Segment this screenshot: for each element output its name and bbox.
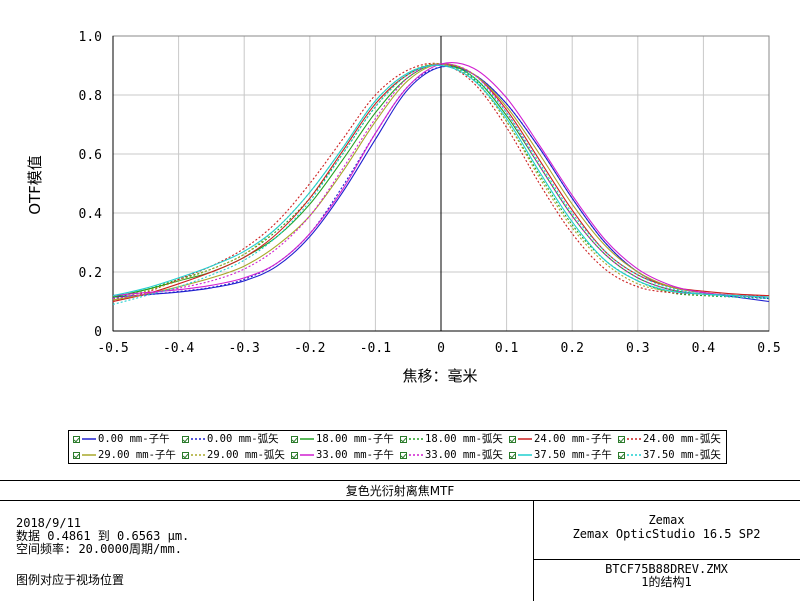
legend-item: 18.00 mm-弧矢 xyxy=(400,431,503,447)
software-info: Zemax Zemax OpticStudio 16.5 SP2 xyxy=(533,513,800,541)
legend-item: 18.00 mm-子午 xyxy=(291,431,394,447)
series-line xyxy=(112,64,770,305)
legend-swatch xyxy=(409,438,423,440)
legend-swatch xyxy=(191,438,205,440)
legend-label: 37.50 mm-弧矢 xyxy=(643,449,721,461)
checkbox-icon xyxy=(400,451,407,459)
legend-label: 18.00 mm-子午 xyxy=(316,433,394,445)
y-tick-label: 0 xyxy=(94,325,102,340)
legend-swatch xyxy=(627,438,641,440)
checkbox-icon xyxy=(182,435,189,443)
legend-item: 0.00 mm-子午 xyxy=(73,431,170,447)
y-tick-label: 0.2 xyxy=(79,266,102,281)
checkbox-icon xyxy=(618,435,625,443)
legend-swatch xyxy=(82,438,96,440)
checkbox-icon xyxy=(73,451,80,459)
checkbox-icon xyxy=(509,451,516,459)
app-version: Zemax OpticStudio 16.5 SP2 xyxy=(572,527,761,541)
y-tick-label: 1.0 xyxy=(79,30,102,45)
x-tick-label: 0.5 xyxy=(757,341,780,356)
series-group xyxy=(112,62,770,305)
x-axis-label: 焦移：毫米 xyxy=(402,367,477,385)
legend-note: 图例对应于视场位置 xyxy=(16,573,125,587)
legend-swatch xyxy=(627,454,641,456)
x-tick-label: 0.4 xyxy=(692,341,716,356)
checkbox-icon xyxy=(291,435,298,443)
legend-label: 0.00 mm-子午 xyxy=(98,433,170,445)
checkbox-icon xyxy=(182,451,189,459)
legend-item: 29.00 mm-子午 xyxy=(73,447,176,463)
legend-item: 37.50 mm-弧矢 xyxy=(618,447,721,463)
legend-swatch xyxy=(191,454,205,456)
x-tick-label: -0.1 xyxy=(360,341,391,356)
series-line xyxy=(112,64,770,298)
legend-swatch xyxy=(518,454,532,456)
legend-swatch xyxy=(409,454,423,456)
app-name: Zemax xyxy=(648,513,685,527)
y-tick-label: 0.4 xyxy=(79,207,103,222)
legend-label: 29.00 mm-子午 xyxy=(98,449,176,461)
legend-label: 24.00 mm-弧矢 xyxy=(643,433,721,445)
legend-label: 37.50 mm-子午 xyxy=(534,449,612,461)
legend-item: 24.00 mm-子午 xyxy=(509,431,612,447)
chart-title: 复色光衍射离焦MTF xyxy=(0,481,800,501)
legend-label: 0.00 mm-弧矢 xyxy=(207,433,279,445)
axes: -0.5 -0.4 -0.3 -0.2 -0.1 0 0.1 0.2 0.3 0.4 0.5 0 0.2… xyxy=(79,30,781,356)
divider xyxy=(533,559,800,560)
checkbox-icon xyxy=(509,435,516,443)
legend-item: 0.00 mm-弧矢 xyxy=(182,431,279,447)
legend-swatch xyxy=(82,454,96,456)
series-line xyxy=(112,62,770,298)
info-footer: 复色光衍射离焦MTF 2018/9/11 数据 0.4861 到 0.6563 … xyxy=(0,480,800,601)
analysis-info: 2018/9/11 数据 0.4861 到 0.6563 μm. 空间频率: 2… xyxy=(16,517,189,556)
checkbox-icon xyxy=(400,435,407,443)
wavelength-range-text: 数据 0.4861 到 0.6563 μm. xyxy=(16,529,190,543)
legend-swatch xyxy=(518,438,532,440)
checkbox-icon xyxy=(291,451,298,459)
date-text: 2018/9/11 xyxy=(16,516,82,530)
legend-label: 33.00 mm-子午 xyxy=(316,449,394,461)
legend-label: 33.00 mm-弧矢 xyxy=(425,449,503,461)
x-tick-label: 0.2 xyxy=(560,341,583,356)
x-tick-label: 0.3 xyxy=(626,341,649,356)
legend-item: 24.00 mm-弧矢 xyxy=(618,431,721,447)
checkbox-icon xyxy=(73,435,80,443)
legend-swatch xyxy=(300,454,314,456)
x-tick-label: -0.5 xyxy=(97,341,128,356)
x-tick-label: 0 xyxy=(437,341,445,356)
mtf-plot: -0.5 -0.4 -0.3 -0.2 -0.1 0 0.1 0.2 0.3 0.4 0.5 0 0.2… xyxy=(26,30,781,385)
x-tick-label: -0.4 xyxy=(163,341,194,356)
legend-swatch xyxy=(300,438,314,440)
configuration-label: 1的结构1 xyxy=(641,575,692,589)
y-tick-label: 0.6 xyxy=(79,148,102,163)
legend-item: 37.50 mm-子午 xyxy=(509,447,612,463)
file-name: BTCF75B88DREV.ZMX xyxy=(605,562,728,576)
y-axis-label: OTF模值 xyxy=(26,155,44,215)
legend-label: 29.00 mm-弧矢 xyxy=(207,449,285,461)
x-tick-label: -0.3 xyxy=(229,341,260,356)
legend: 0.00 mm-子午 0.00 mm-弧矢 18.00 mm-子午 18.00 mm-… xyxy=(68,430,727,464)
legend-label: 18.00 mm-弧矢 xyxy=(425,433,503,445)
spatial-frequency-text: 空间频率: 20.0000周期/mm. xyxy=(16,542,182,556)
legend-item: 33.00 mm-子午 xyxy=(291,447,394,463)
legend-item: 33.00 mm-弧矢 xyxy=(400,447,503,463)
divider xyxy=(533,501,534,601)
x-tick-label: 0.1 xyxy=(495,341,518,356)
checkbox-icon xyxy=(618,451,625,459)
y-tick-label: 0.8 xyxy=(79,89,102,104)
x-tick-label: -0.2 xyxy=(294,341,325,356)
file-info: BTCF75B88DREV.ZMX 1的结构1 xyxy=(533,563,800,589)
legend-item: 29.00 mm-弧矢 xyxy=(182,447,285,463)
legend-label: 24.00 mm-子午 xyxy=(534,433,612,445)
